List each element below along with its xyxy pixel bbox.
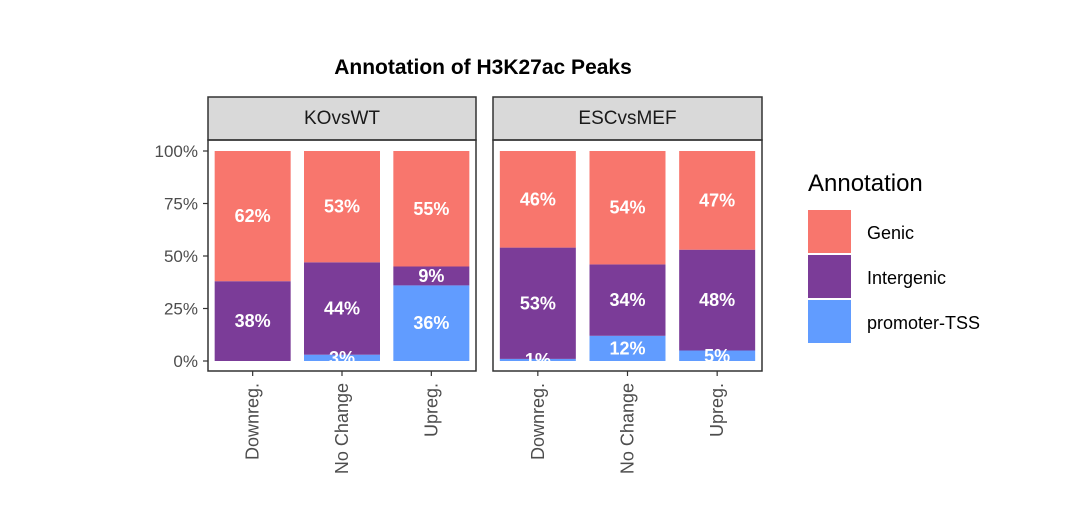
bar-value-label: 53% (324, 197, 360, 217)
bar-segment-promoter-tss (499, 358, 576, 361)
bar-segment-intergenic (304, 262, 380, 355)
legend-key-intergenic (808, 255, 851, 298)
bar-segment-genic (214, 151, 291, 282)
bar-value-label: 9% (418, 266, 444, 286)
bar-value-label: 1% (525, 350, 551, 370)
y-tick-label: 100% (155, 142, 198, 161)
bar-value-label: 55% (413, 199, 449, 219)
bar-value-label: 46% (520, 189, 556, 209)
y-tick-label: 25% (164, 300, 198, 319)
bar-value-label: 54% (609, 198, 645, 218)
x-tick-label: Upreg. (707, 383, 727, 437)
bar-segment-intergenic (589, 264, 666, 336)
y-tick-label: 75% (164, 195, 198, 214)
facet-label: KOvsWT (304, 108, 380, 129)
bar-segment-genic (304, 151, 380, 263)
x-tick-label: No Change (618, 383, 638, 474)
x-tick-label: No Change (332, 383, 352, 474)
x-tick-label: Downreg. (528, 383, 548, 460)
bar-value-label: 62% (235, 206, 271, 226)
y-tick-label: 50% (164, 247, 198, 266)
bar-segment-intergenic (393, 266, 470, 286)
bar-segment-genic (393, 151, 470, 267)
plot-area: 0% 25% 50% 75% 100% KOvsWT 38% 62% Downreg. 3% 44%… (155, 96, 763, 474)
legend-key-promoter-tss (808, 300, 851, 343)
bar-value-label: 48% (699, 290, 735, 310)
bar-value-label: 5% (704, 346, 730, 366)
legend-label: promoter-TSS (867, 313, 980, 333)
bar-segment-promoter-tss (304, 354, 380, 361)
legend: Annotation Genic Intergenic promoter-TSS (808, 170, 980, 343)
bar-segment-intergenic (499, 247, 576, 359)
bar-value-label: 12% (609, 338, 645, 358)
bar-value-label: 36% (413, 313, 449, 333)
bar-segment-genic (679, 151, 756, 250)
bar-value-label: 53% (520, 293, 556, 313)
legend-title: Annotation (808, 170, 923, 197)
bar-segment-promoter-tss (679, 350, 756, 361)
legend-key-genic (808, 210, 851, 253)
bar-segment-genic (499, 151, 576, 248)
chart-title: Annotation of H3K27ac Peaks (334, 56, 632, 79)
facet-strip-kovswt (207, 96, 477, 141)
bar-segment-genic (589, 151, 666, 265)
legend-label: Genic (867, 223, 914, 243)
bar-value-label: 38% (235, 311, 271, 331)
bar-value-label: 34% (609, 290, 645, 310)
panel-border (207, 139, 477, 372)
x-tick-label: Upreg. (421, 383, 441, 437)
bar-segment-promoter-tss (393, 285, 470, 361)
bar-segment-intergenic (214, 281, 291, 361)
bar-value-label: 44% (324, 299, 360, 319)
y-tick-label: 0% (173, 352, 198, 371)
facet-label: ESCvsMEF (578, 108, 676, 129)
bar-segment-promoter-tss (589, 335, 666, 361)
bar-value-label: 3% (329, 348, 355, 368)
bar-value-label: 47% (699, 190, 735, 210)
legend-label: Intergenic (867, 268, 946, 288)
panel-border (492, 139, 763, 372)
bar-segment-intergenic (679, 249, 756, 351)
x-tick-label: Downreg. (243, 383, 263, 460)
